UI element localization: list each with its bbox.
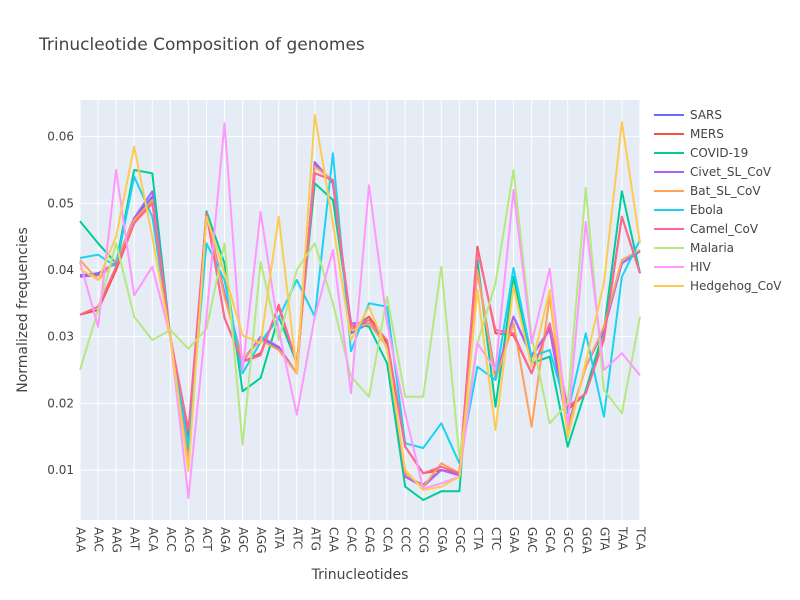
x-tick-label: GCC [561, 527, 575, 553]
x-tick-label: GCA [543, 527, 557, 554]
legend-item-hiv[interactable]: HIV [654, 260, 712, 274]
x-tick-label: ACT [200, 527, 214, 551]
x-tick-label: AAT [128, 527, 142, 551]
legend-label: COVID-19 [690, 146, 748, 160]
legend-label: Civet_SL_CoV [690, 165, 772, 179]
x-tick-label: CGA [435, 527, 449, 554]
legend-item-civet-sl-cov[interactable]: Civet_SL_CoV [654, 165, 772, 179]
x-tick-label: CTA [471, 527, 485, 551]
legend-label: Bat_SL_CoV [690, 184, 761, 198]
y-axis-ticks: 0.01 0.02 0.03 0.04 0.05 0.06 [47, 130, 74, 477]
x-tick-label: CAG [363, 527, 377, 553]
legend-item-bat-sl-cov[interactable]: Bat_SL_CoV [654, 184, 761, 198]
x-tick-label: ACC [164, 527, 178, 552]
legend-label: Hedgehog_CoV [690, 279, 782, 293]
plot-area [80, 100, 640, 520]
x-tick-label: CAC [344, 527, 358, 552]
x-tick-label: ATG [308, 527, 322, 551]
x-tick-label: CCG [417, 527, 431, 553]
legend-item-ebola[interactable]: Ebola [654, 203, 723, 217]
x-tick-label: GTA [597, 527, 611, 551]
y-tick-label: 0.06 [47, 130, 74, 144]
legend-item-malaria[interactable]: Malaria [654, 241, 734, 255]
x-tick-label: ACA [146, 527, 160, 552]
x-tick-label: TAA [615, 526, 629, 551]
x-tick-label: CGC [453, 527, 467, 553]
x-tick-label: AAA [74, 527, 88, 553]
x-tick-label: CCA [381, 527, 395, 553]
chart-title: Trinucleotide Composition of genomes [38, 35, 365, 55]
x-axis-ticks: AAA AAC AAG AAT ACA ACC ACG ACT AGA AGC AGG ATA ATC A… [74, 526, 648, 555]
x-tick-label: AGG [254, 527, 268, 554]
x-tick-label: GGA [579, 527, 593, 555]
x-tick-label: GAA [507, 527, 521, 554]
y-tick-label: 0.05 [47, 196, 74, 210]
legend-label: Ebola [690, 203, 723, 217]
legend-item-hedgehog-cov[interactable]: Hedgehog_CoV [654, 279, 782, 293]
x-tick-label: GAC [525, 527, 539, 553]
x-tick-label: AGC [236, 527, 250, 553]
x-tick-label: TCA [634, 526, 648, 551]
x-tick-label: ATA [272, 527, 286, 550]
legend-label: SARS [690, 108, 722, 122]
legend[interactable]: SARS MERS COVID-19 Civet_SL_CoV Bat_SL_CoV Eb… [654, 108, 782, 293]
x-tick-label: ACG [182, 527, 196, 553]
y-tick-label: 0.02 [47, 396, 74, 410]
y-tick-label: 0.03 [47, 330, 74, 344]
legend-item-sars[interactable]: SARS [654, 108, 722, 122]
series-line-hedgehog-cov[interactable] [79, 113, 641, 491]
series-line-malaria[interactable] [79, 169, 641, 458]
x-tick-label: CTC [489, 527, 503, 550]
legend-label: HIV [690, 260, 712, 274]
legend-item-camel-cov[interactable]: Camel_CoV [654, 222, 759, 236]
x-axis-label: Trinucleotides [311, 567, 409, 583]
legend-label: Camel_CoV [690, 222, 759, 236]
legend-label: MERS [690, 127, 724, 141]
y-axis-label: Normalized frequencies [15, 227, 31, 393]
series-lines [79, 113, 641, 501]
x-tick-label: AGA [218, 527, 232, 553]
legend-item-mers[interactable]: MERS [654, 127, 724, 141]
legend-label: Malaria [690, 241, 734, 255]
y-tick-label: 0.01 [47, 463, 74, 477]
x-tick-label: CAA [326, 527, 340, 553]
x-tick-label: CCC [399, 527, 413, 552]
x-tick-label: AAG [110, 527, 124, 553]
x-tick-label: AAC [92, 527, 106, 552]
legend-item-covid-19[interactable]: COVID-19 [654, 146, 748, 160]
y-tick-label: 0.04 [47, 263, 74, 277]
x-tick-label: ATC [290, 527, 304, 549]
